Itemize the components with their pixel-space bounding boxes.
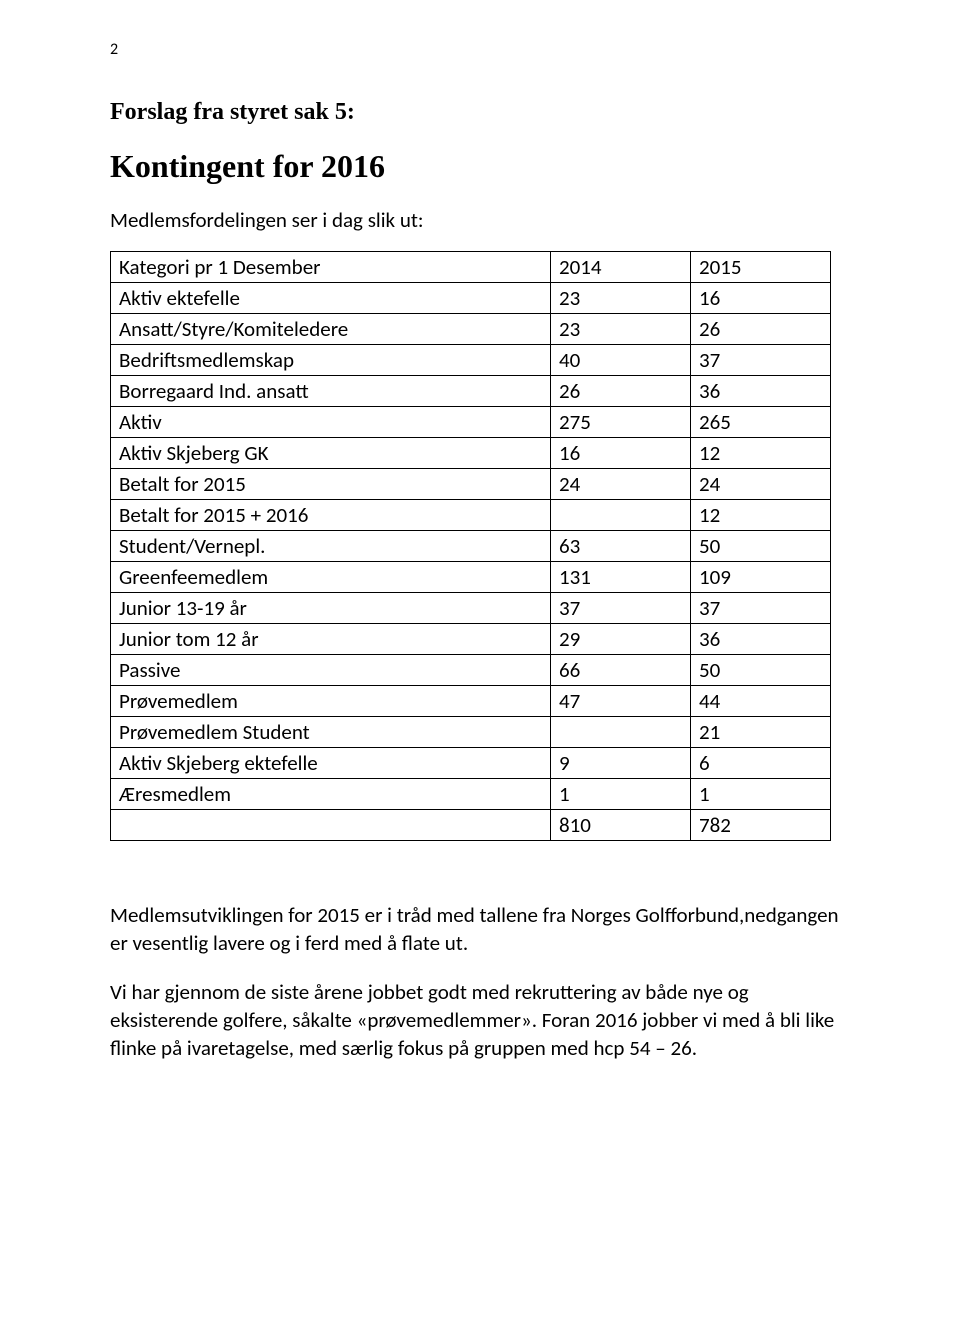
table-cell-value: 6 [691,748,831,779]
table-cell-label: Bedriftsmedlemskap [111,345,551,376]
table-row: Aktiv Skjeberg ektefelle96 [111,748,831,779]
table-cell-label [111,810,551,841]
intro-line: Medlemsfordelingen ser i dag slik ut: [110,207,860,233]
table-row: Junior tom 12 år2936 [111,624,831,655]
spacer [110,841,860,901]
table-row: Student/Vernepl.6350 [111,531,831,562]
table-cell-label: Betalt for 2015 [111,469,551,500]
table-cell-value: 26 [691,314,831,345]
table-cell-value: 275 [551,407,691,438]
table-row: Aktiv Skjeberg GK1612 [111,438,831,469]
table-header-category: Kategori pr 1 Desember [111,252,551,283]
table-cell-value [551,500,691,531]
paragraph-1: Medlemsutviklingen for 2015 er i tråd me… [110,901,860,958]
table-row: Prøvemedlem4744 [111,686,831,717]
heading-proposal: Forslag fra styret sak 5: [110,99,860,126]
table-row: 810782 [111,810,831,841]
table-row: Betalt for 20152424 [111,469,831,500]
table-cell-label: Prøvemedlem Student [111,717,551,748]
table-cell-label: Borregaard Ind. ansatt [111,376,551,407]
table-cell-label: Greenfeemedlem [111,562,551,593]
table-cell-value: 24 [551,469,691,500]
table-cell-value: 36 [691,376,831,407]
table-cell-value: 24 [691,469,831,500]
paragraph-2: Vi har gjennom de siste årene jobbet god… [110,978,860,1063]
table-header-year: 2014 [551,252,691,283]
table-cell-value: 50 [691,531,831,562]
table-cell-value: 131 [551,562,691,593]
table-row: Betalt for 2015 + 2016 12 [111,500,831,531]
table-cell-value: 109 [691,562,831,593]
table-cell-value: 26 [551,376,691,407]
table-row: Passive6650 [111,655,831,686]
table-cell-value: 47 [551,686,691,717]
table-cell-value: 29 [551,624,691,655]
table-cell-label: Passive [111,655,551,686]
table-cell-label: Ansatt/Styre/Komiteledere [111,314,551,345]
table-header-year: 2015 [691,252,831,283]
table-cell-label: Aktiv Skjeberg GK [111,438,551,469]
table-row: Ansatt/Styre/Komiteledere2326 [111,314,831,345]
table-cell-value: 16 [551,438,691,469]
table-cell-value: 23 [551,283,691,314]
table-cell-label: Betalt for 2015 + 2016 [111,500,551,531]
table-cell-label: Junior tom 12 år [111,624,551,655]
page-number: 2 [110,40,860,59]
table-cell-value: 23 [551,314,691,345]
table-cell-value: 265 [691,407,831,438]
table-row: Prøvemedlem Student 21 [111,717,831,748]
table-row: Junior 13-19 år3737 [111,593,831,624]
document-page: 2 Forslag fra styret sak 5: Kontingent f… [0,0,960,1123]
table-row: Aktiv275265 [111,407,831,438]
table-cell-value: 21 [691,717,831,748]
membership-table: Kategori pr 1 Desember20142015Aktiv ekte… [110,251,831,841]
table-cell-value: 37 [691,345,831,376]
table-cell-value: 12 [691,500,831,531]
table-cell-value: 12 [691,438,831,469]
table-cell-value: 1 [551,779,691,810]
heading-kontingent: Kontingent for 2016 [110,148,860,185]
table-cell-label: Æresmedlem [111,779,551,810]
table-row: Bedriftsmedlemskap4037 [111,345,831,376]
table-cell-label: Aktiv Skjeberg ektefelle [111,748,551,779]
table-cell-value: 9 [551,748,691,779]
table-cell-value: 50 [691,655,831,686]
table-row: Aktiv ektefelle2316 [111,283,831,314]
table-cell-value: 37 [691,593,831,624]
table-cell-label: Prøvemedlem [111,686,551,717]
table-cell-value [551,717,691,748]
table-cell-value: 1 [691,779,831,810]
table-row: Borregaard Ind. ansatt2636 [111,376,831,407]
table-cell-value: 810 [551,810,691,841]
table-cell-label: Aktiv ektefelle [111,283,551,314]
table-header-row: Kategori pr 1 Desember20142015 [111,252,831,283]
table-cell-value: 782 [691,810,831,841]
table-cell-value: 63 [551,531,691,562]
table-row: Æresmedlem11 [111,779,831,810]
table-row: Greenfeemedlem131109 [111,562,831,593]
table-cell-value: 16 [691,283,831,314]
table-cell-value: 37 [551,593,691,624]
table-cell-label: Student/Vernepl. [111,531,551,562]
table-cell-label: Junior 13-19 år [111,593,551,624]
table-cell-value: 40 [551,345,691,376]
table-cell-value: 44 [691,686,831,717]
table-cell-value: 36 [691,624,831,655]
table-cell-label: Aktiv [111,407,551,438]
table-cell-value: 66 [551,655,691,686]
